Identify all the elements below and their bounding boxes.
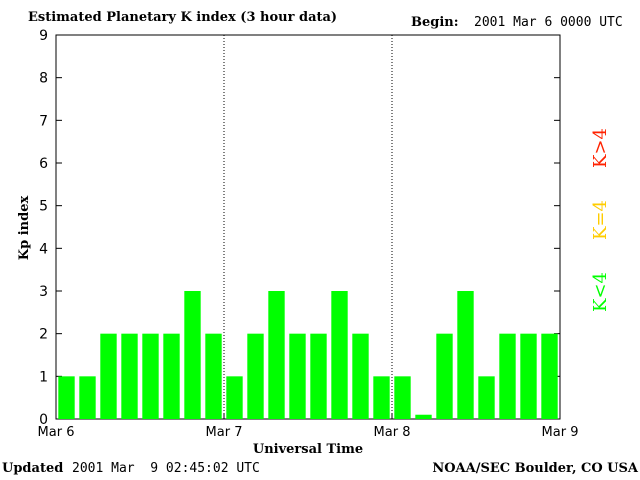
y-tick-label: 1 (39, 369, 48, 385)
begin-value: 2001 Mar 6 0000 UTC (474, 15, 623, 30)
kp-bar (226, 376, 243, 419)
kp-bar (205, 333, 222, 419)
kp-bar (373, 376, 390, 419)
source-credit: NOAA/SEC Boulder, CO USA (432, 461, 638, 476)
legend-k-greater-4: K>4 (590, 128, 611, 168)
kp-bar (184, 291, 201, 419)
y-tick-label: 7 (39, 113, 48, 129)
updated-label: Updated (2, 461, 64, 476)
kp-bar (478, 376, 495, 419)
y-tick-label: 2 (39, 327, 48, 343)
kp-bar (457, 291, 474, 419)
kp-bar (289, 333, 306, 419)
kp-bar (121, 333, 138, 419)
plot-frame (55, 34, 561, 420)
kp-bar (310, 333, 327, 419)
kp-bar (268, 291, 285, 419)
kp-bar (352, 333, 369, 419)
y-tick-label: 9 (39, 28, 48, 44)
kp-bar (100, 333, 117, 419)
kp-bar (520, 333, 537, 419)
kp-bar (58, 376, 75, 419)
kp-bar (247, 333, 264, 419)
chart-title: Estimated Planetary K index (3 hour data… (28, 10, 338, 25)
kp-bar (163, 333, 180, 419)
y-axis-label: Kp index (17, 196, 32, 261)
y-tick-label: 5 (39, 199, 48, 215)
y-tick-label: 8 (39, 71, 48, 87)
x-tick-label: Mar 9 (542, 425, 579, 440)
kp-bar (436, 333, 453, 419)
kp-bar (394, 376, 411, 419)
kp-bar (79, 376, 96, 419)
kp-bar (415, 414, 432, 419)
x-tick-label: Mar 7 (206, 425, 243, 440)
legend-k-equal-4: K=4 (590, 200, 611, 240)
y-tick-label: 3 (39, 284, 48, 300)
kp-bar (331, 291, 348, 419)
x-tick-label: Mar 8 (374, 425, 411, 440)
begin-label: Begin: (411, 15, 459, 30)
kp-bar (499, 333, 516, 419)
y-tick-label: 6 (39, 156, 48, 172)
kp-bar (142, 333, 159, 419)
legend-k-less-4: K<4 (590, 272, 611, 312)
y-tick-label: 0 (39, 412, 48, 428)
kp-bar (541, 333, 558, 419)
updated-value: 2001 Mar 9 02:45:02 UTC (72, 461, 260, 476)
x-axis-label: Universal Time (253, 442, 363, 457)
x-tick-label: Mar 6 (38, 425, 75, 440)
y-tick-label: 4 (39, 241, 48, 257)
